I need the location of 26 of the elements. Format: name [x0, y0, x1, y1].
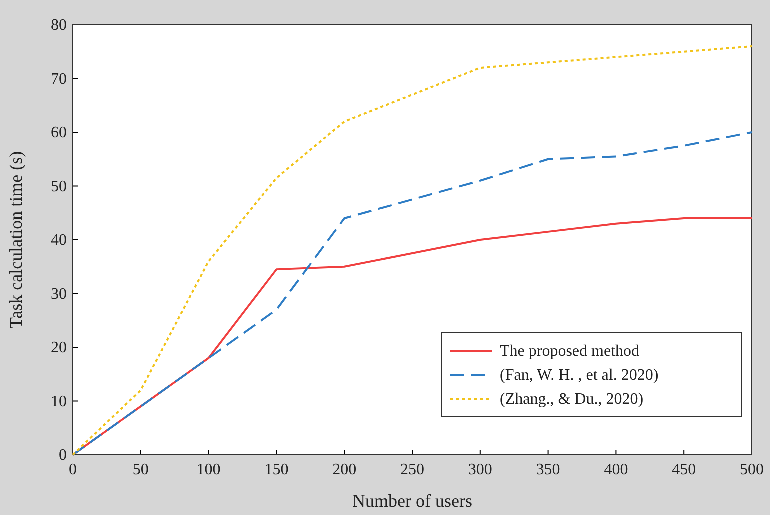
x-tick-label: 100	[196, 461, 221, 478]
y-tick-label: 50	[51, 178, 67, 196]
y-tick-label: 30	[51, 286, 67, 303]
legend-label: (Fan, W. H. , et al. 2020)	[500, 367, 659, 384]
x-tick-label: 350	[536, 461, 560, 478]
y-axis-title: Task calculation time (s)	[6, 151, 26, 329]
x-tick-label: 250	[400, 461, 424, 478]
x-tick-label: 300	[468, 461, 492, 478]
y-tick-label: 70	[51, 70, 67, 88]
y-tick-label: 80	[51, 17, 67, 34]
x-axis-title: Number of users	[352, 491, 472, 511]
y-tick-label: 60	[51, 124, 67, 142]
x-tick-label: 400	[604, 461, 628, 478]
x-tick-label: 200	[332, 461, 357, 478]
x-tick-label: 50	[132, 461, 149, 478]
legend-label: The proposed method	[500, 343, 640, 360]
y-tick-label: 10	[51, 393, 67, 410]
line-series	[72, 46, 753, 456]
y-tick-label: 40	[51, 232, 67, 250]
line-series	[72, 132, 753, 456]
x-tick-label: 150	[264, 461, 289, 478]
y-tick-label: 20	[51, 340, 67, 357]
x-tick-label: 450	[672, 461, 696, 478]
legend-label: (Zhang., & Du., 2020)	[500, 391, 644, 408]
x-tick-label: 500	[740, 461, 764, 478]
y-tick-label: 0	[59, 447, 67, 464]
